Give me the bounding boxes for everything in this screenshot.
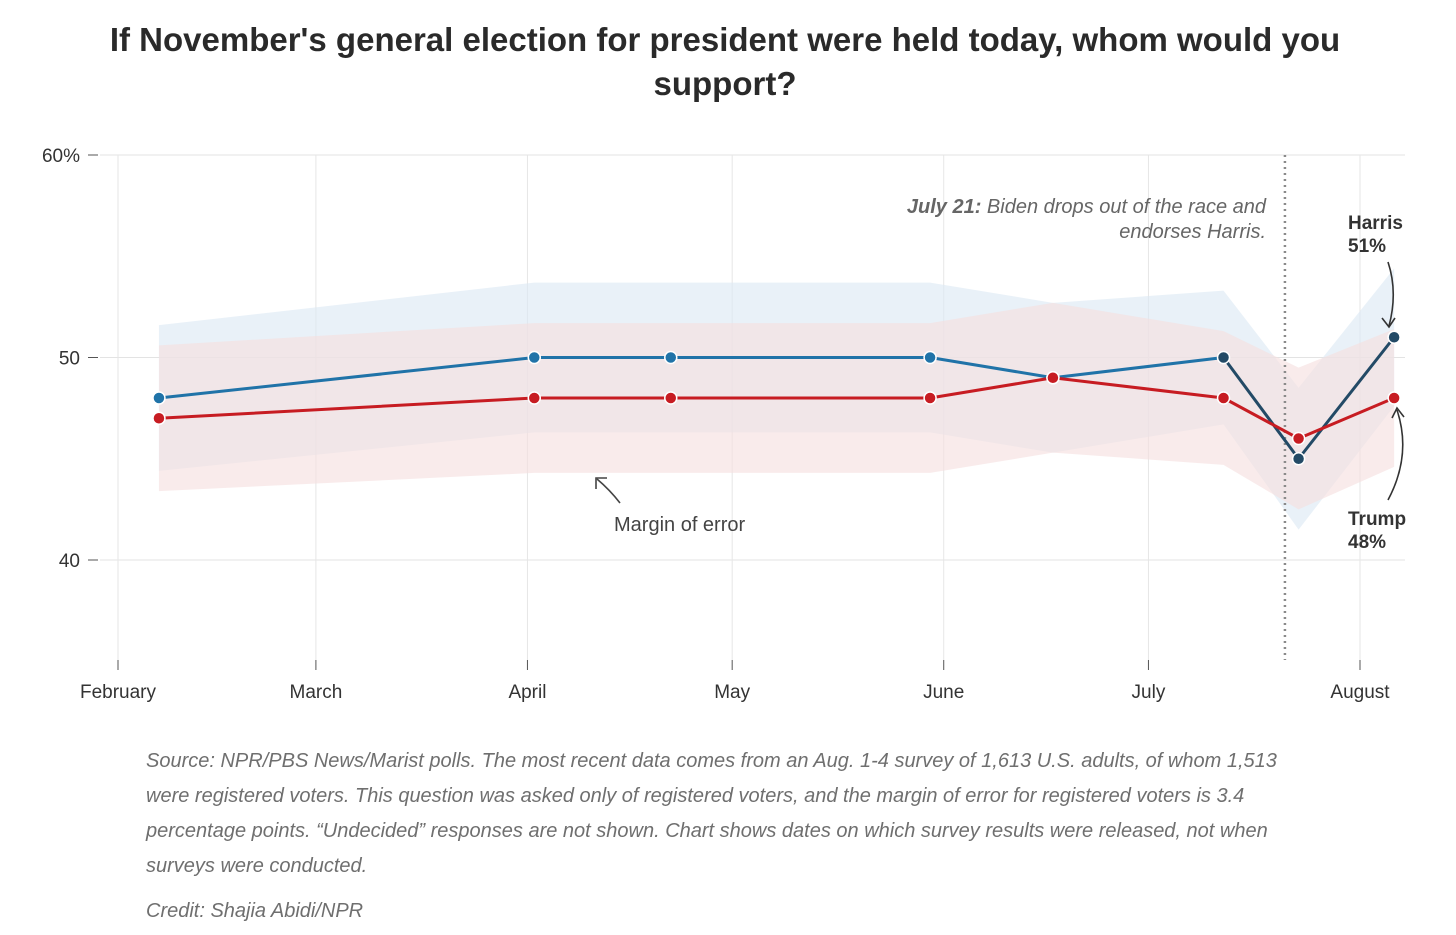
y-tick-label: 60% — [42, 146, 80, 167]
x-tick-label: June — [923, 682, 964, 703]
x-tick-label: April — [508, 682, 546, 703]
data-point-gop[interactable] — [664, 391, 678, 405]
event-annotation-line2: endorses Harris. — [1119, 221, 1266, 243]
end-label-arrow-dem — [1387, 261, 1395, 327]
data-point-gop[interactable] — [1046, 371, 1060, 385]
data-point-gop[interactable] — [527, 391, 542, 405]
end-label-name-dem: Harris — [1348, 213, 1403, 234]
data-point-gop[interactable] — [1387, 391, 1401, 405]
x-tick-label: May — [714, 682, 750, 703]
event-annotation-line1: July 21: Biden drops out of the race and — [907, 196, 1267, 218]
end-label-arrowhead-dem — [1381, 317, 1396, 329]
data-point-dem[interactable] — [527, 350, 542, 365]
end-label-arrow-gop — [1387, 409, 1404, 501]
data-point-dem[interactable] — [923, 350, 937, 365]
x-tick-label: August — [1330, 682, 1390, 703]
chart-title: If November's general election for presi… — [109, 21, 1341, 102]
data-point-gop[interactable] — [152, 411, 166, 425]
end-label-arrowhead-gop — [1391, 406, 1405, 419]
series-line-gop — [158, 376, 1395, 440]
margin-of-error-band-gop — [158, 302, 1395, 510]
source-note: Source: NPR/PBS News/Marist polls. The m… — [146, 750, 1277, 877]
data-point-gop[interactable] — [1216, 391, 1231, 405]
data-point-gop[interactable] — [1291, 431, 1306, 446]
data-point-gop[interactable] — [923, 391, 937, 405]
x-tick-label: February — [80, 682, 157, 703]
end-label-value-dem: 51% — [1348, 236, 1386, 257]
data-point-dem[interactable] — [152, 391, 166, 405]
data-point-dem[interactable] — [664, 350, 678, 365]
y-tick-label: 40 — [59, 551, 80, 572]
chart-labels: July 21: Biden drops out of the race and… — [595, 196, 1406, 553]
data-point-dem[interactable] — [1216, 350, 1231, 365]
end-label-value-gop: 48% — [1348, 532, 1386, 553]
series-line-dem — [158, 356, 1224, 400]
x-tick-label: March — [290, 682, 343, 703]
credit-line: Credit: Shajia Abidi/NPR — [146, 900, 364, 922]
margin-of-error-arrowhead — [595, 477, 607, 489]
series-points — [152, 330, 1401, 466]
end-label-name-gop: Trump — [1348, 509, 1406, 530]
margin-of-error-arrow — [596, 478, 621, 504]
data-point-dem[interactable] — [1291, 452, 1306, 466]
y-tick-label: 50 — [59, 349, 80, 370]
data-point-dem[interactable] — [1387, 330, 1401, 344]
margin-of-error-label: Margin of error — [614, 514, 745, 536]
x-tick-label: July — [1132, 682, 1166, 703]
